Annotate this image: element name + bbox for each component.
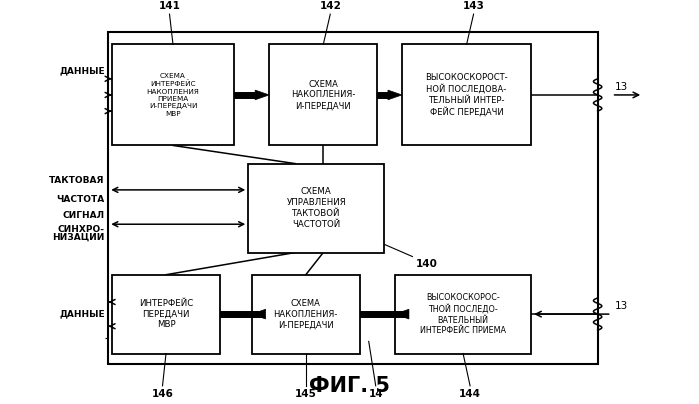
Text: СХЕМА
УПРАВЛЕНИЯ
ТАКТОВОЙ
ЧАСТОТОЙ: СХЕМА УПРАВЛЕНИЯ ТАКТОВОЙ ЧАСТОТОЙ	[287, 187, 346, 229]
Text: 14: 14	[368, 389, 383, 399]
Bar	[395, 275, 531, 354]
Text: ФИГ. 5: ФИГ. 5	[309, 376, 390, 396]
Bar	[234, 92, 257, 98]
Text: 145: 145	[295, 389, 317, 399]
Text: 140: 140	[416, 259, 438, 269]
Text: СИГНАЛ: СИГНАЛ	[63, 211, 105, 220]
Bar	[220, 311, 264, 318]
Text: НИЗАЦИИ: НИЗАЦИИ	[52, 233, 105, 242]
Polygon shape	[388, 90, 402, 100]
Text: 13: 13	[615, 301, 628, 311]
Bar	[112, 275, 220, 354]
Text: СХЕМА
НАКОПЛЕНИЯ-
И-ПЕРЕДАЧИ: СХЕМА НАКОПЛЕНИЯ- И-ПЕРЕДАЧИ	[273, 299, 338, 329]
Text: СИНХРО-: СИНХРО-	[58, 225, 105, 234]
Text: ЧАСТОТА: ЧАСТОТА	[57, 195, 105, 204]
Text: СХЕМА
НАКОПЛЕНИЯ-
И-ПЕРЕДАЧИ: СХЕМА НАКОПЛЕНИЯ- И-ПЕРЕДАЧИ	[291, 80, 356, 110]
Text: 144: 144	[459, 389, 481, 399]
Bar	[248, 164, 384, 252]
Text: ВЫСОКОСКОРОСТ-
НОЙ ПОСЛЕДОВА-
ТЕЛЬНЫЙ ИНТЕР-
ФЕЙС ПЕРЕДАЧИ: ВЫСОКОСКОРОСТ- НОЙ ПОСЛЕДОВА- ТЕЛЬНЫЙ ИН…	[425, 73, 508, 117]
Bar	[112, 44, 234, 145]
Text: 142: 142	[319, 1, 341, 11]
Text: ИНТЕРФЕЙС
ПЕРЕДАЧИ
МВР: ИНТЕРФЕЙС ПЕРЕДАЧИ МВР	[139, 299, 193, 329]
Text: СХЕМА
ИНТЕРФЕЙС
НАКОПЛЕНИЯ
ПРИЕМА
И-ПЕРЕДАЧИ
МВР: СХЕМА ИНТЕРФЕЙС НАКОПЛЕНИЯ ПРИЕМА И-ПЕРЕ…	[147, 73, 199, 117]
Text: 146: 146	[152, 389, 173, 399]
Polygon shape	[255, 90, 269, 100]
Text: ДАННЫЕ: ДАННЫЕ	[59, 66, 105, 75]
Text: ДАННЫЕ: ДАННЫЕ	[59, 309, 105, 319]
Bar	[402, 44, 531, 145]
Bar	[360, 311, 408, 318]
Text: 141: 141	[159, 1, 180, 11]
Bar	[269, 44, 377, 145]
Bar	[377, 92, 389, 98]
Text: ТАКТОВАЯ: ТАКТОВАЯ	[50, 176, 105, 185]
Polygon shape	[395, 309, 409, 319]
Bar	[108, 32, 598, 364]
Text: 13: 13	[615, 82, 628, 92]
Text: ВЫСОКОСКОРОС-
ТНОЙ ПОСЛЕДО-
ВАТЕЛЬНЫЙ
ИНТЕРФЕЙС ПРИЕМА: ВЫСОКОСКОРОС- ТНОЙ ПОСЛЕДО- ВАТЕЛЬНЫЙ ИН…	[420, 293, 506, 335]
Text: 143: 143	[463, 1, 484, 11]
Bar	[252, 275, 360, 354]
Polygon shape	[252, 309, 266, 319]
